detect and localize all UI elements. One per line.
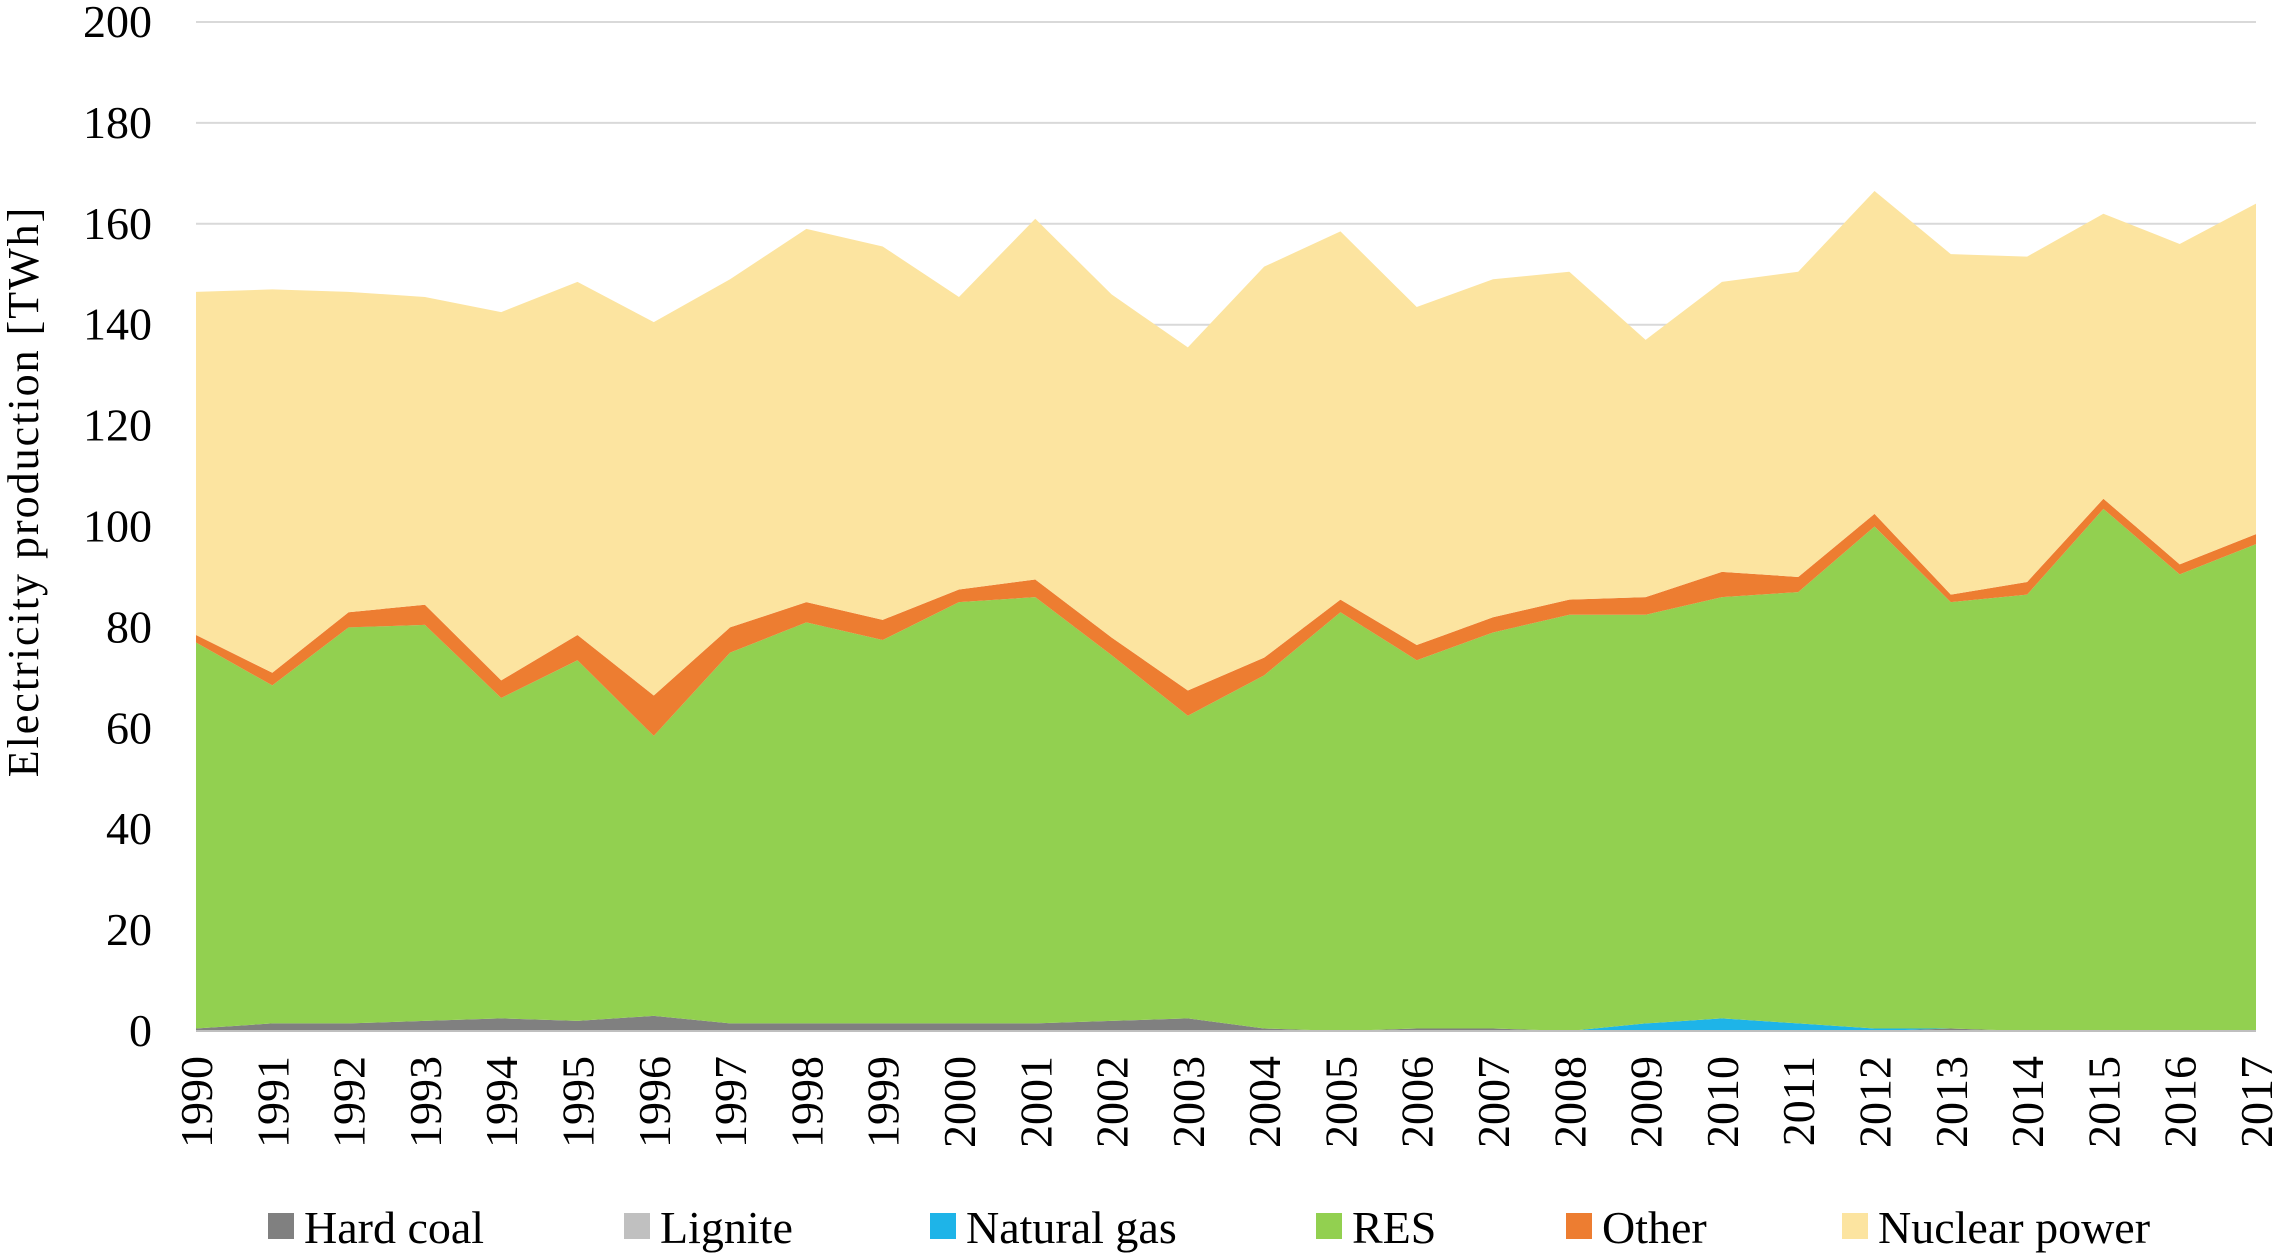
y-tick-label: 100 xyxy=(83,501,152,552)
x-tick-label: 2000 xyxy=(934,1056,985,1148)
legend-label: Natural gas xyxy=(966,1202,1177,1253)
legend-item-nuclear-power: Nuclear power xyxy=(1842,1202,2150,1253)
y-tick-label: 40 xyxy=(106,803,152,854)
x-tick-label: 1998 xyxy=(781,1056,832,1148)
legend-swatch xyxy=(624,1213,650,1239)
y-tick-label: 120 xyxy=(83,400,152,451)
y-tick-label: 80 xyxy=(106,601,152,652)
x-tick-label: 2017 xyxy=(2231,1056,2273,1148)
stacked-areas xyxy=(196,191,2256,1032)
x-tick-label: 1992 xyxy=(324,1056,375,1148)
x-tick-label: 2008 xyxy=(1544,1056,1595,1148)
y-tick-label: 160 xyxy=(83,198,152,249)
x-tick-label: 2010 xyxy=(1697,1056,1748,1148)
x-tick-label: 2004 xyxy=(1239,1056,1290,1148)
y-tick-labels: 0 20 40 60 80 100 120 140 160 180 200 xyxy=(83,0,152,1056)
legend-item-lignite: Lignite xyxy=(624,1202,793,1253)
legend-item-hard-coal: Hard coal xyxy=(268,1202,484,1253)
x-tick-label: 1993 xyxy=(400,1056,451,1148)
x-tick-label: 1999 xyxy=(858,1056,909,1148)
area-natural-gas xyxy=(196,1015,2256,1031)
y-tick-label: 20 xyxy=(106,904,152,955)
legend-swatch xyxy=(1842,1213,1868,1239)
x-tick-label: 2012 xyxy=(1850,1056,1901,1148)
x-tick-label: 2009 xyxy=(1621,1056,1672,1148)
y-tick-label: 180 xyxy=(83,97,152,148)
x-tick-label: 1994 xyxy=(476,1056,527,1148)
area-other xyxy=(196,498,2256,736)
legend: Hard coal Lignite Natural gas RES Other Nucle… xyxy=(268,1202,2150,1253)
x-tick-label: 2006 xyxy=(1392,1056,1443,1148)
area-res xyxy=(196,508,2256,1032)
x-tick-label: 2005 xyxy=(1315,1056,1366,1148)
x-tick-label: 2016 xyxy=(2155,1056,2206,1148)
legend-swatch xyxy=(268,1213,294,1239)
x-tick-label: 1997 xyxy=(705,1056,756,1148)
x-tick-label: 2015 xyxy=(2078,1056,2129,1148)
x-tick-label: 1996 xyxy=(629,1056,680,1148)
legend-label: Other xyxy=(1602,1202,1707,1253)
legend-label: Nuclear power xyxy=(1878,1202,2150,1253)
legend-label: Hard coal xyxy=(304,1202,484,1253)
x-tick-label: 2013 xyxy=(1926,1056,1977,1148)
x-tick-label: 2002 xyxy=(1087,1056,1138,1148)
area-nuclear-power xyxy=(196,191,2256,696)
x-tick-label: 2007 xyxy=(1468,1056,1519,1148)
y-tick-label: 0 xyxy=(129,1005,152,1056)
legend-swatch xyxy=(1566,1213,1592,1239)
x-tick-label: 2003 xyxy=(1163,1056,1214,1148)
y-tick-label: 200 xyxy=(83,0,152,47)
y-axis-title: Electricity production [TWh] xyxy=(0,206,48,778)
x-tick-label: 2011 xyxy=(1773,1056,1824,1146)
x-tick-label: 1991 xyxy=(247,1056,298,1148)
legend-item-other: Other xyxy=(1566,1202,1707,1253)
x-tick-label: 2001 xyxy=(1010,1056,1061,1148)
x-tick-label: 1995 xyxy=(552,1056,603,1148)
x-tick-label: 2014 xyxy=(2002,1056,2053,1148)
legend-swatch xyxy=(930,1213,956,1239)
legend-label: Lignite xyxy=(660,1202,793,1253)
x-tick-labels: 1990 1991 1992 1993 1994 1995 1996 1997 1998 1999… xyxy=(171,1056,2273,1148)
y-tick-label: 140 xyxy=(83,299,152,350)
legend-item-natural-gas: Natural gas xyxy=(930,1202,1177,1253)
x-tick-label: 1990 xyxy=(171,1056,222,1148)
legend-item-res: RES xyxy=(1316,1202,1436,1253)
y-tick-label: 60 xyxy=(106,702,152,753)
legend-label: RES xyxy=(1352,1202,1436,1253)
legend-swatch xyxy=(1316,1213,1342,1239)
